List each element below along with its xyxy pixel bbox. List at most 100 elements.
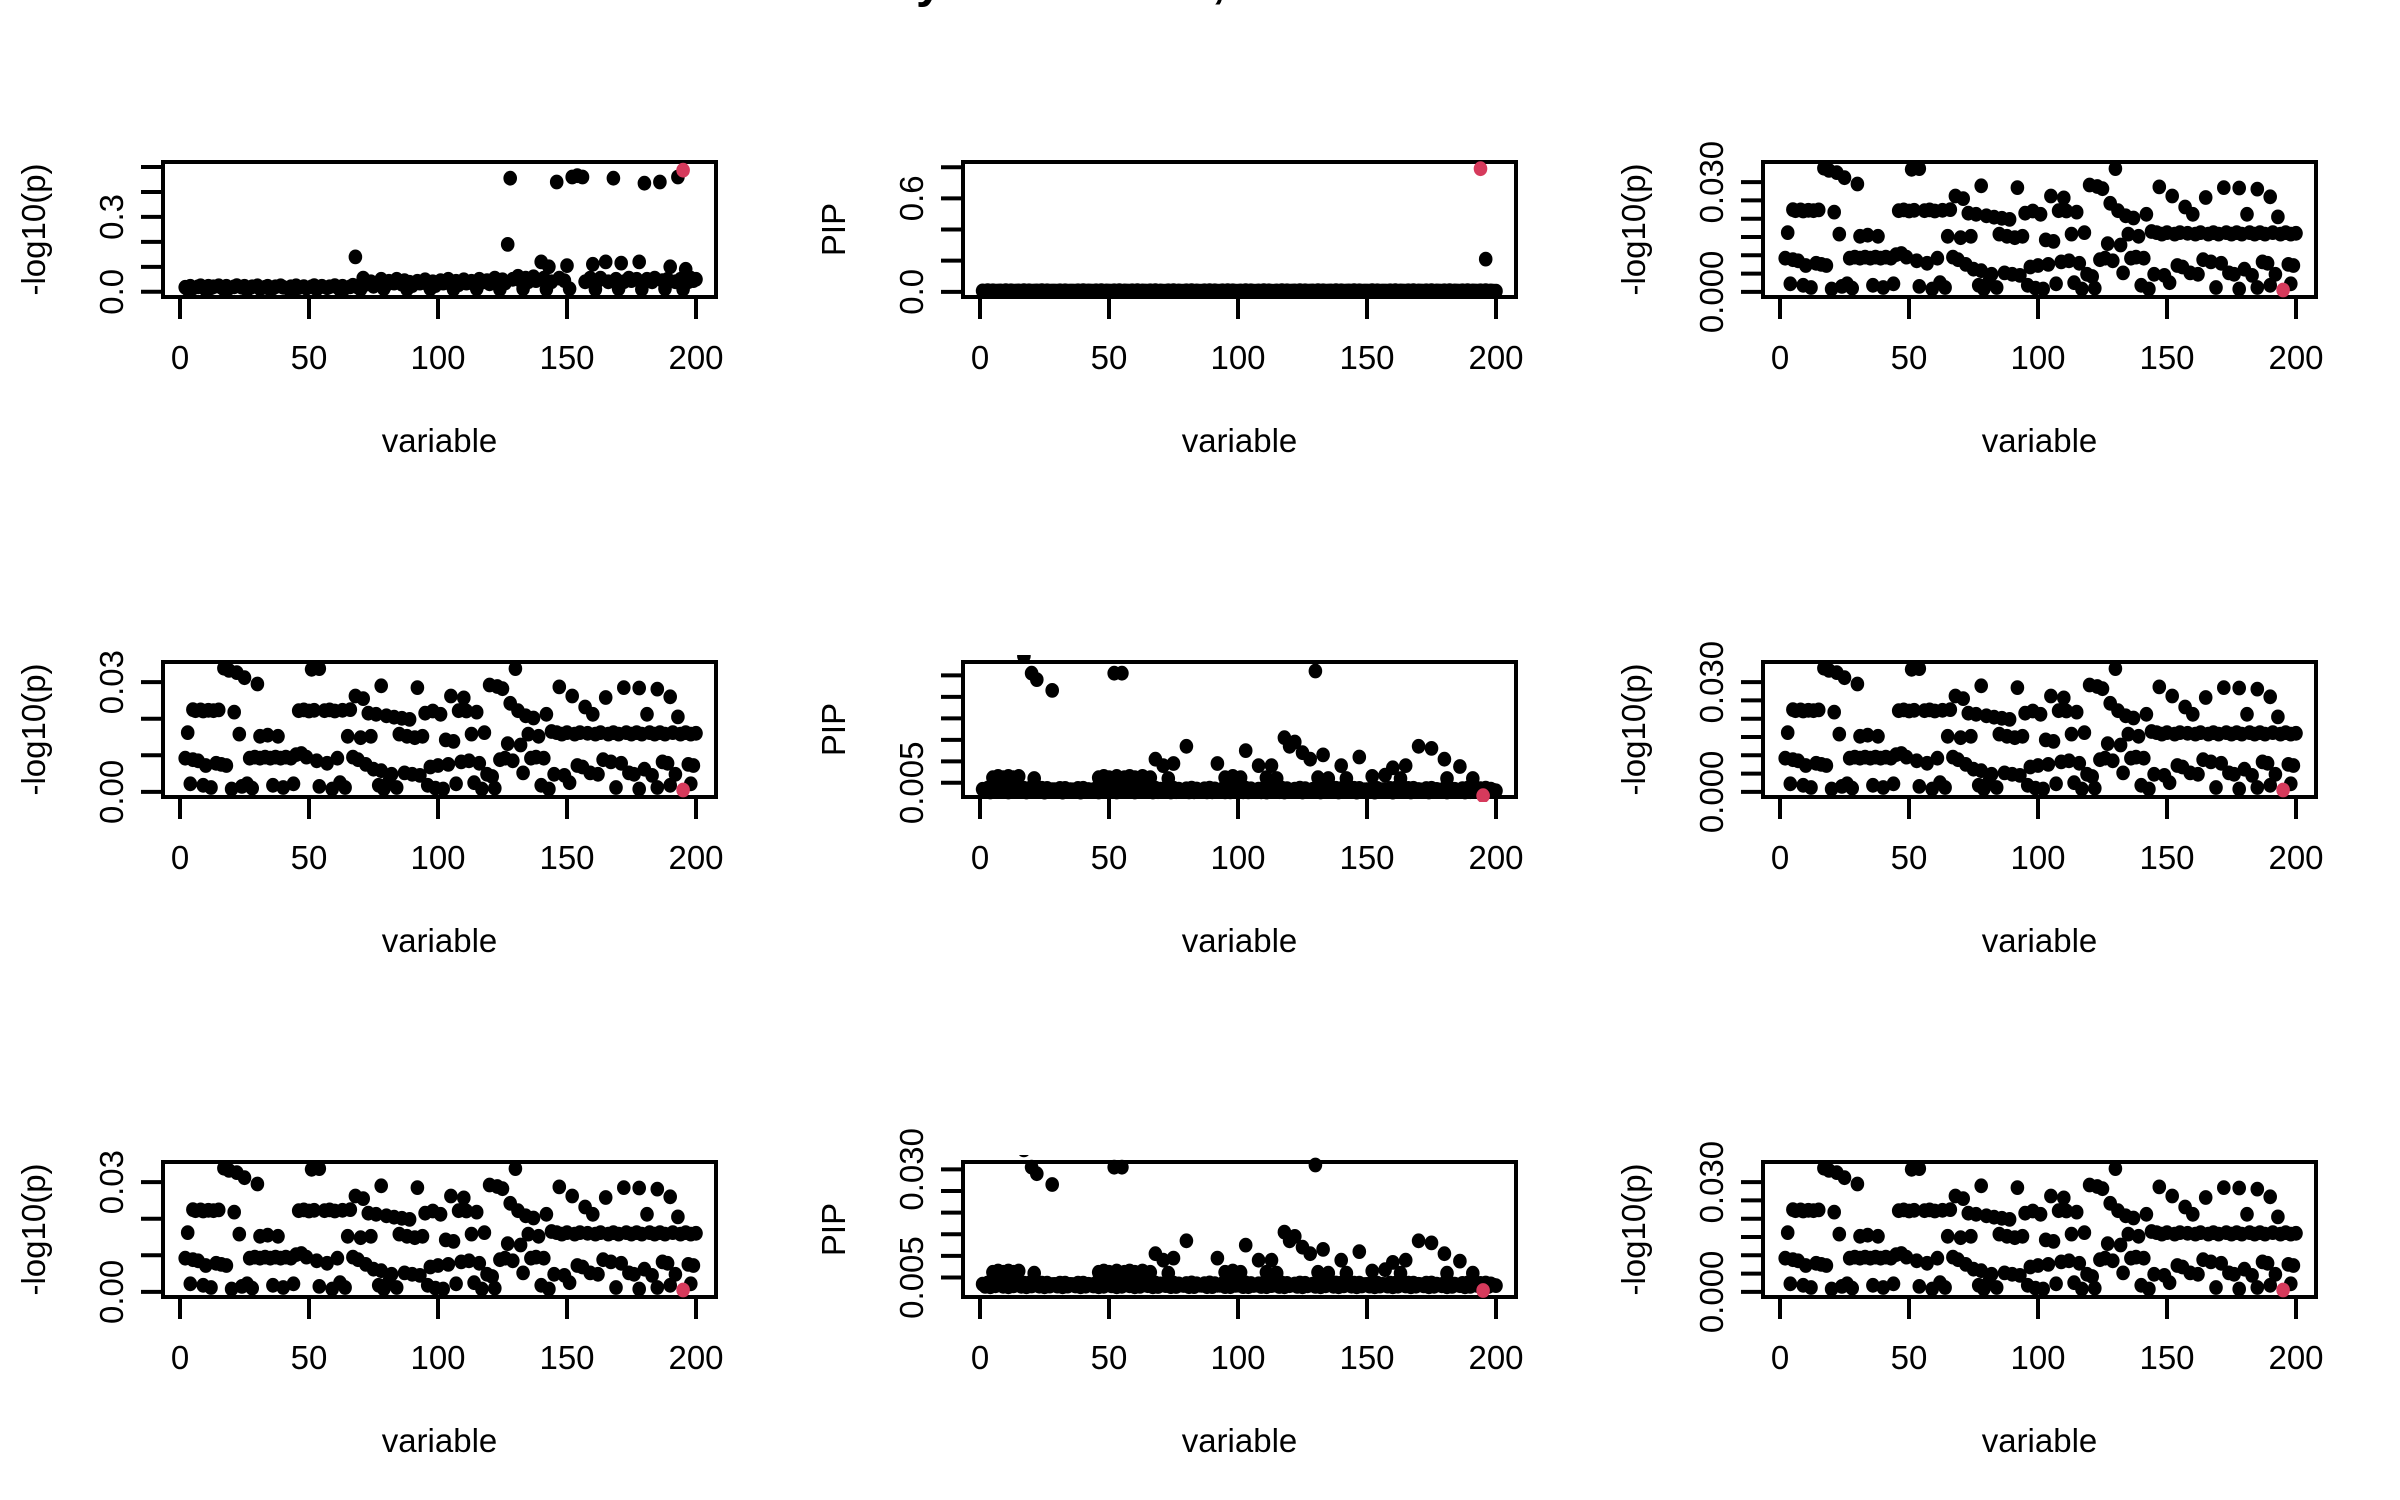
data-point xyxy=(1339,1265,1354,1281)
data-point xyxy=(500,1236,515,1251)
x-axis xyxy=(178,1299,698,1319)
data-point xyxy=(1907,702,1921,718)
data-point xyxy=(521,1226,536,1242)
data-point xyxy=(1899,1249,1914,1265)
y-tick-label: 0.0 xyxy=(893,269,930,315)
y-tick-label: 0.030 xyxy=(1693,1141,1730,1224)
data-point xyxy=(1964,728,1978,744)
data-point xyxy=(415,728,430,744)
scatter-points xyxy=(975,655,1503,802)
x-axis xyxy=(178,799,698,819)
data-point xyxy=(2232,1281,2246,1297)
data-point xyxy=(1912,779,1927,794)
data-point xyxy=(2263,189,2277,205)
data-point xyxy=(1156,1252,1170,1268)
data-point xyxy=(516,1265,530,1281)
data-point xyxy=(364,1228,378,1244)
data-point xyxy=(2209,280,2223,295)
data-point xyxy=(591,766,605,782)
data-point xyxy=(2245,768,2259,783)
data-point xyxy=(2059,1203,2074,1219)
data-point xyxy=(513,737,528,753)
data-point xyxy=(645,768,659,783)
data-point xyxy=(312,779,327,794)
data-point xyxy=(449,776,463,792)
data-point xyxy=(2289,725,2303,741)
data-point xyxy=(686,1258,701,1273)
data-point xyxy=(1303,751,1317,767)
y-axis xyxy=(1741,180,1761,294)
data-point xyxy=(552,1179,567,1195)
data-point xyxy=(2031,758,2045,773)
data-point xyxy=(1860,1227,1875,1243)
data-point xyxy=(1143,770,1158,786)
highlight-point xyxy=(2276,282,2290,298)
x-tick-label: 100 xyxy=(2010,1339,2065,1376)
data-point xyxy=(1308,663,1323,679)
data-point xyxy=(1909,1253,1924,1269)
data-point xyxy=(2072,755,2087,771)
data-point xyxy=(1440,771,1454,786)
x-tick-label: 150 xyxy=(2139,839,2194,876)
data-point xyxy=(309,753,324,769)
data-point xyxy=(2057,1190,2071,1206)
data-point xyxy=(2072,255,2087,271)
data-point xyxy=(660,755,675,771)
data-point xyxy=(2250,280,2265,295)
data-point xyxy=(1398,1252,1413,1268)
x-tick-label: 200 xyxy=(668,339,723,376)
data-point xyxy=(2031,258,2045,273)
data-point xyxy=(1811,202,1826,218)
y-tick-label: 0.00 xyxy=(93,1260,130,1324)
data-point xyxy=(1956,191,1970,207)
data-point xyxy=(1238,743,1253,758)
highlight-point xyxy=(1473,161,1488,177)
data-point xyxy=(2165,1188,2179,1204)
data-point xyxy=(1850,176,1865,192)
data-point xyxy=(586,256,600,272)
data-point xyxy=(2106,253,2120,269)
data-point xyxy=(565,688,579,704)
x-tick-labels: 0 50 100 150 200 xyxy=(971,839,1524,876)
highlight-point xyxy=(1476,788,1490,802)
data-point xyxy=(671,1209,685,1225)
data-point xyxy=(410,680,425,695)
y-tick-label: 0.030 xyxy=(1693,641,1730,724)
y-axis-title: -log10(p) xyxy=(1615,163,1652,295)
data-point xyxy=(2010,1180,2025,1195)
x-axis-title: variable xyxy=(382,1422,498,1459)
data-point xyxy=(2250,780,2265,795)
data-point xyxy=(2013,268,2027,283)
data-point xyxy=(260,1227,275,1243)
data-point xyxy=(2139,706,2154,722)
data-point xyxy=(632,1281,646,1297)
data-point xyxy=(343,1202,358,1217)
data-point xyxy=(338,780,352,795)
scatter-points xyxy=(178,1160,703,1298)
data-point xyxy=(1334,1252,1348,1268)
data-point xyxy=(469,704,484,720)
plot-box xyxy=(1761,160,2318,299)
data-point xyxy=(1920,1255,1934,1271)
x-tick-label: 150 xyxy=(2139,1339,2194,1376)
data-point xyxy=(457,690,471,706)
data-point xyxy=(2131,728,2146,744)
data-point xyxy=(1930,750,1945,766)
data-point xyxy=(2088,780,2102,796)
data-point xyxy=(537,1250,551,1266)
data-point xyxy=(1819,758,1834,773)
data-point xyxy=(204,780,218,795)
data-point xyxy=(614,1255,628,1271)
data-point xyxy=(402,1212,417,1227)
x-tick-label: 100 xyxy=(1210,839,1265,876)
x-axis-title: variable xyxy=(1982,1422,2098,1459)
data-point xyxy=(2137,750,2151,766)
data-point xyxy=(441,757,456,772)
data-point xyxy=(2013,768,2027,783)
data-point xyxy=(2116,1265,2130,1281)
data-point xyxy=(2106,753,2120,769)
data-point xyxy=(348,249,363,265)
data-point xyxy=(2069,204,2084,220)
data-point xyxy=(1780,1225,1795,1240)
